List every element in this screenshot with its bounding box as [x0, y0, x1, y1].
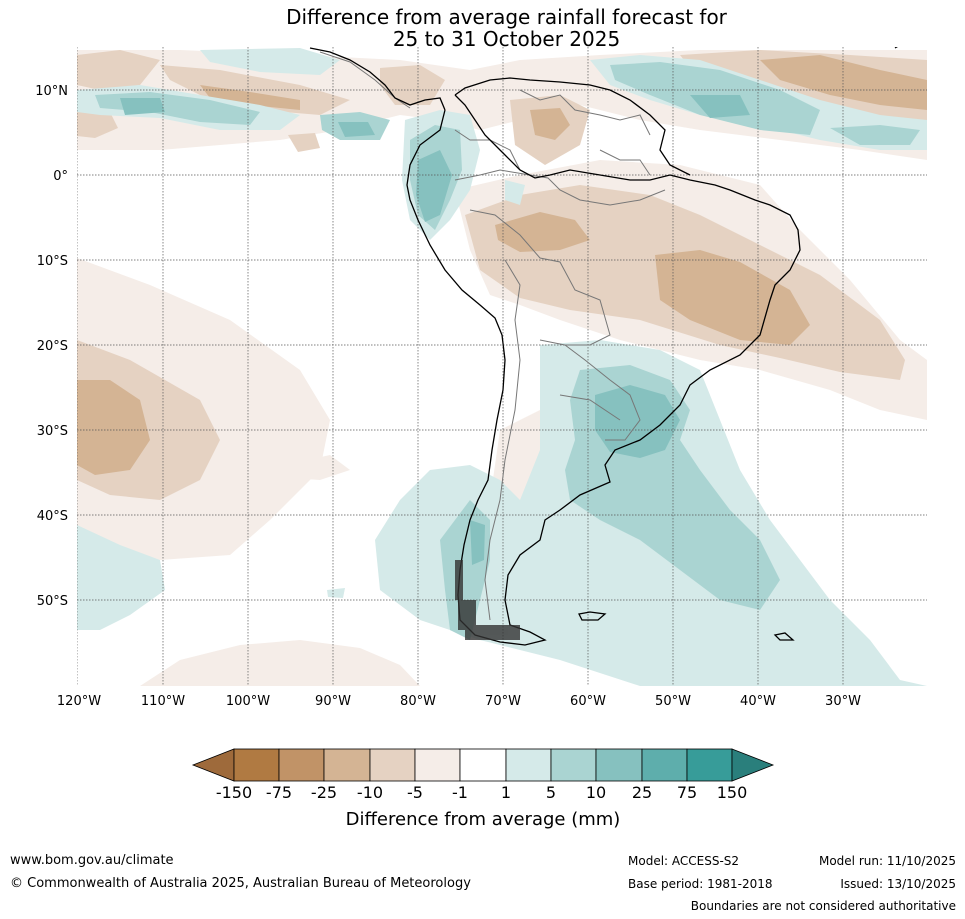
- lat-label: 50°S: [37, 594, 68, 609]
- lon-label: 60°W: [570, 694, 606, 709]
- lon-label: 40°W: [740, 694, 776, 709]
- colorbar-tick: 1: [501, 783, 511, 802]
- footer-copyright: © Commonwealth of Australia 2025, Austra…: [10, 876, 471, 891]
- colorbar-tick: -25: [311, 783, 337, 802]
- colorbar-swatch: [686, 748, 733, 782]
- colorbar-title: Difference from average (mm): [346, 809, 621, 830]
- colorbar-swatch: [505, 748, 552, 782]
- colorbar-arrow-right: [731, 748, 775, 782]
- country-borders: [319, 51, 666, 621]
- colorbar-tick: -10: [357, 783, 383, 802]
- colorbar-swatch: [641, 748, 688, 782]
- longitude-labels: 120°W 110°W 100°W 90°W 80°W 70°W 60°W 50…: [57, 694, 861, 709]
- lat-label: 0°: [53, 169, 68, 184]
- colorbar-tick: 10: [586, 783, 606, 802]
- colorbar-swatch: [459, 748, 507, 782]
- colorbar-tick: 5: [546, 783, 556, 802]
- lat-label: 40°S: [37, 509, 68, 524]
- map-title-line2: 25 to 31 October 2025: [392, 27, 621, 51]
- colorbar-arrow-left: [191, 748, 235, 782]
- dry-dark-regions: [77, 55, 927, 475]
- footer-model: Model: ACCESS-S2: [628, 854, 740, 868]
- coastlines: [309, 47, 898, 646]
- colorbar-swatch: [550, 748, 597, 782]
- lat-label: 10°N: [35, 84, 68, 99]
- colorbar-swatch: [369, 748, 416, 782]
- lon-label: 100°W: [226, 694, 270, 709]
- colorbar-swatch: [595, 748, 643, 782]
- colorbar-tick-labels: -150 -75 -25 -10 -5 -1 1 5 10 25 75 150: [216, 783, 747, 802]
- colorbar-swatch: [414, 748, 461, 782]
- colorbar-swatch: [278, 748, 325, 782]
- colorbar-tick: 25: [632, 783, 652, 802]
- lon-label: 50°W: [655, 694, 691, 709]
- wet-dark-regions: [120, 95, 750, 565]
- map-title-line1: Difference from average rainfall forecas…: [286, 5, 727, 29]
- colorbar-tick: 75: [677, 783, 697, 802]
- footer-issued: Issued: 13/10/2025: [840, 877, 956, 891]
- lon-label: 30°W: [825, 694, 861, 709]
- colorbar-tick: -75: [266, 783, 292, 802]
- lon-label: 110°W: [141, 694, 185, 709]
- lat-label: 20°S: [37, 339, 68, 354]
- colorbar-swatch: [233, 748, 280, 782]
- colorbar-swatch: [323, 748, 371, 782]
- colorbar-tick: -150: [216, 783, 252, 802]
- map-panel: [77, 47, 927, 686]
- footer-base-period: Base period: 1981-2018: [628, 877, 773, 891]
- footer-url[interactable]: www.bom.gov.au/climate: [10, 853, 174, 868]
- lon-label: 70°W: [485, 694, 521, 709]
- lon-label: 120°W: [57, 694, 101, 709]
- lat-label: 30°S: [37, 424, 68, 439]
- footer-model-run: Model run: 11/10/2025: [818, 854, 956, 868]
- lat-label: 10°S: [37, 254, 68, 269]
- colorbar: [191, 748, 775, 782]
- lon-label: 80°W: [400, 694, 436, 709]
- footer-disclaimer: Boundaries are not considered authoritat…: [690, 899, 956, 913]
- colorbar-tick: -1: [452, 783, 468, 802]
- latitude-labels: 10°N 0° 10°S 20°S 30°S 40°S 50°S: [35, 84, 68, 609]
- patagonia-coast: [455, 560, 520, 640]
- colorbar-tick: -5: [407, 783, 423, 802]
- graticule: [77, 47, 927, 686]
- lon-label: 90°W: [315, 694, 351, 709]
- colorbar-tick: 150: [717, 783, 748, 802]
